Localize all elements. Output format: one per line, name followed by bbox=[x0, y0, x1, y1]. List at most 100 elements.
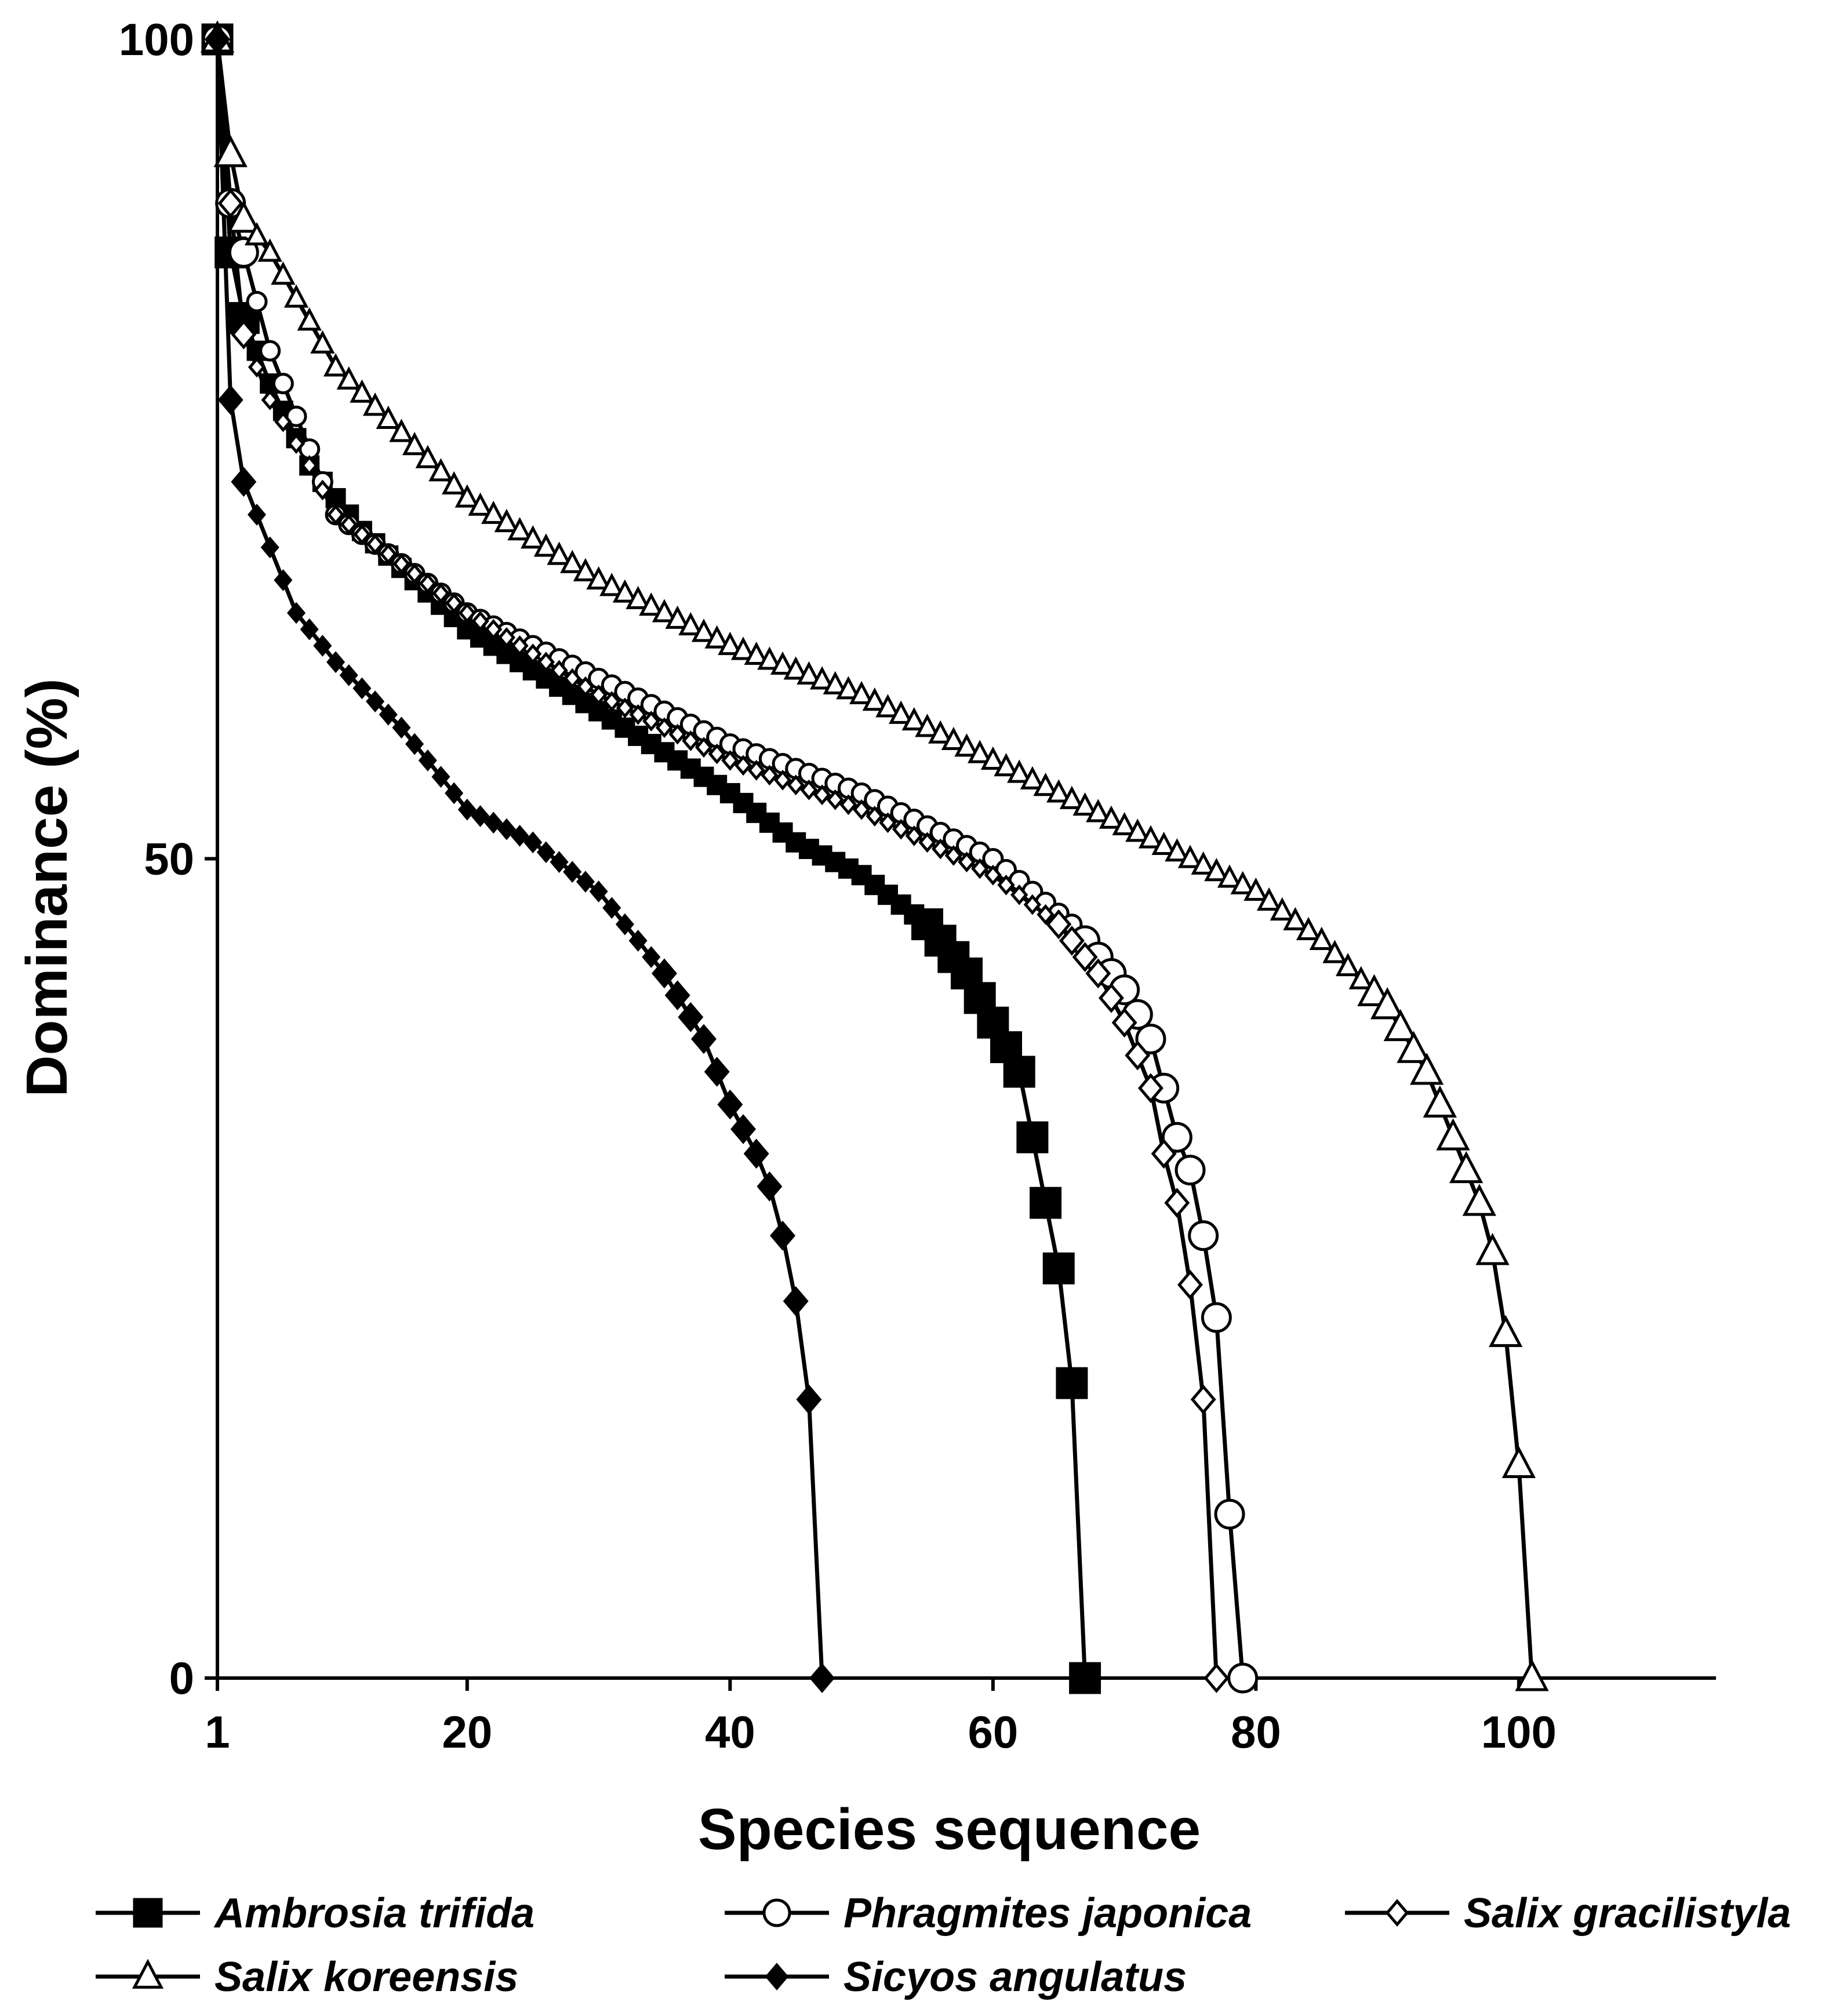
data-point bbox=[442, 471, 467, 495]
data-point bbox=[560, 550, 585, 573]
data-point bbox=[941, 726, 966, 751]
data-point bbox=[1112, 812, 1137, 836]
x-tick-label: 40 bbox=[705, 1706, 755, 1757]
series-markers-1 bbox=[202, 24, 1259, 1694]
data-point bbox=[1436, 1118, 1470, 1151]
data-point bbox=[968, 740, 992, 763]
data-point bbox=[602, 897, 621, 919]
data-point bbox=[970, 858, 989, 879]
series-line-3 bbox=[215, 39, 1534, 1679]
data-point bbox=[484, 812, 503, 834]
data-point bbox=[326, 651, 346, 674]
data-point bbox=[576, 676, 595, 697]
data-point bbox=[350, 379, 375, 403]
data-point bbox=[915, 714, 940, 737]
data-point bbox=[533, 533, 559, 557]
data-point bbox=[813, 784, 831, 806]
data-point bbox=[524, 643, 542, 664]
data-point bbox=[231, 467, 257, 497]
series-markers-3 bbox=[200, 20, 1549, 1691]
data-point bbox=[1056, 1367, 1088, 1399]
data-point bbox=[511, 635, 529, 656]
data-point bbox=[797, 661, 821, 685]
data-point bbox=[415, 445, 440, 468]
data-point bbox=[576, 871, 595, 893]
data-point bbox=[550, 851, 569, 874]
data-point bbox=[875, 694, 900, 718]
data-point bbox=[984, 864, 1002, 886]
data-point bbox=[389, 419, 414, 442]
data-point bbox=[628, 929, 648, 952]
data-point bbox=[1023, 894, 1042, 915]
data-point bbox=[809, 1663, 835, 1693]
data-point bbox=[261, 390, 279, 410]
data-point bbox=[958, 851, 976, 873]
data-point bbox=[457, 798, 477, 821]
data-point bbox=[485, 618, 503, 640]
data-point bbox=[1085, 958, 1111, 989]
data-point bbox=[928, 720, 953, 744]
data-point bbox=[227, 201, 261, 233]
legend-label: Phragmites japonica bbox=[843, 1890, 1252, 1937]
data-point bbox=[743, 1138, 769, 1169]
data-point bbox=[773, 769, 792, 791]
data-point bbox=[1030, 1187, 1062, 1219]
legend-marker bbox=[133, 1898, 163, 1928]
data-point bbox=[626, 585, 650, 609]
data-point bbox=[418, 749, 437, 772]
data-point bbox=[652, 599, 677, 623]
y-tick-label: 100 bbox=[119, 14, 194, 65]
data-point bbox=[642, 946, 661, 968]
data-point bbox=[839, 794, 857, 816]
series-line-2 bbox=[215, 39, 1219, 1679]
data-point bbox=[665, 605, 690, 629]
data-point bbox=[599, 573, 624, 596]
data-point bbox=[954, 733, 979, 757]
data-point bbox=[362, 392, 388, 416]
data-point bbox=[1230, 871, 1255, 894]
data-point bbox=[888, 700, 914, 724]
data-point bbox=[852, 799, 871, 820]
legend-marker bbox=[1385, 1899, 1409, 1927]
data-point bbox=[300, 618, 319, 641]
data-point bbox=[1177, 1269, 1203, 1300]
data-point bbox=[537, 652, 555, 673]
data-point bbox=[682, 730, 700, 751]
data-point bbox=[297, 307, 322, 331]
data-point bbox=[468, 492, 493, 516]
data-point bbox=[366, 533, 384, 555]
data-point bbox=[231, 319, 257, 350]
data-point bbox=[497, 627, 516, 648]
x-tick-label: 80 bbox=[1231, 1706, 1281, 1757]
data-point bbox=[352, 677, 372, 700]
data-point bbox=[1489, 1315, 1523, 1347]
data-point bbox=[1370, 987, 1405, 1020]
data-point bbox=[455, 484, 479, 508]
data-point bbox=[931, 838, 950, 860]
data-point bbox=[1151, 831, 1176, 855]
data-point bbox=[994, 753, 1019, 777]
data-point bbox=[247, 503, 267, 526]
data-point bbox=[300, 455, 318, 476]
data-point bbox=[392, 716, 411, 739]
data-point bbox=[310, 330, 335, 354]
series-markers-4 bbox=[205, 24, 835, 1693]
data-point bbox=[326, 504, 345, 525]
data-point bbox=[1191, 851, 1216, 875]
data-point bbox=[826, 789, 844, 810]
data-point bbox=[1296, 916, 1321, 940]
data-point bbox=[734, 755, 752, 776]
data-point bbox=[1003, 1056, 1035, 1088]
legend-item: Ambrosia trifida bbox=[96, 1890, 535, 1937]
data-point bbox=[336, 366, 361, 390]
data-point bbox=[1214, 1498, 1245, 1530]
data-point bbox=[1164, 1188, 1190, 1218]
x-tick-label: 20 bbox=[442, 1706, 492, 1757]
data-point bbox=[523, 831, 543, 854]
data-point bbox=[862, 687, 887, 711]
data-point bbox=[1449, 1151, 1484, 1184]
legend-marker bbox=[762, 1898, 791, 1927]
data-point bbox=[274, 411, 292, 432]
data-point bbox=[325, 488, 346, 509]
data-point bbox=[1204, 1663, 1230, 1693]
